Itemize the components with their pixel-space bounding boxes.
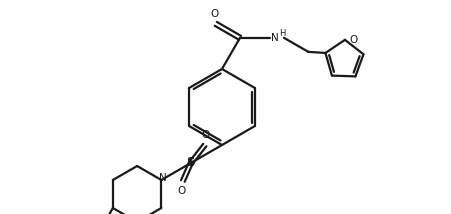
- Text: N: N: [271, 33, 278, 43]
- Text: S: S: [186, 156, 195, 169]
- Text: O: O: [201, 130, 209, 140]
- Text: O: O: [210, 9, 218, 19]
- Text: O: O: [348, 35, 356, 45]
- Text: O: O: [177, 186, 185, 196]
- Text: H: H: [278, 29, 285, 38]
- Text: N: N: [158, 173, 166, 183]
